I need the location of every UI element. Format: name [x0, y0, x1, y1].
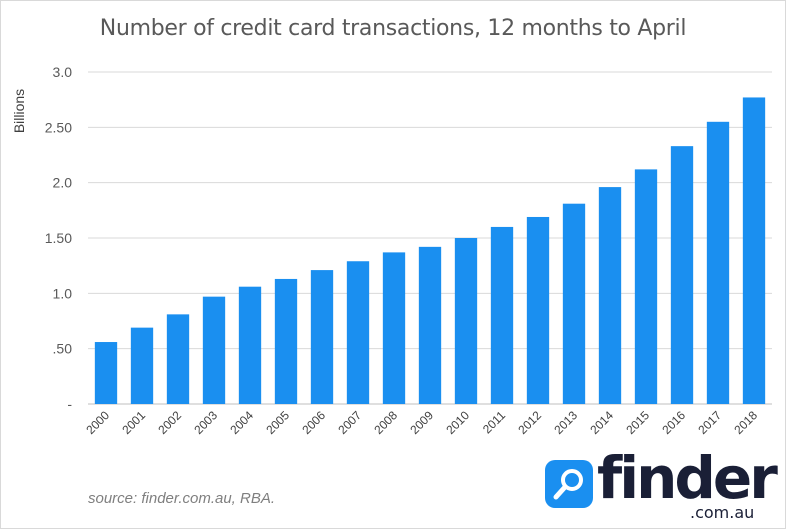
finder-logo: finder .com.au [545, 444, 780, 524]
bar [742, 97, 766, 404]
bar [418, 246, 442, 404]
y-tick-label: 2.50 [45, 119, 72, 135]
x-tick-label: 2008 [371, 408, 400, 437]
x-tick-label: 2017 [695, 408, 724, 437]
logo-wordmark: finder [597, 444, 778, 512]
bar [454, 238, 478, 404]
x-tick-label: 2009 [407, 408, 436, 437]
bar [310, 270, 334, 404]
bar [634, 169, 658, 404]
x-axis-tick-labels: 2000 2001 2002 2003 2004 2005 2006 2007 2008 2009… [83, 408, 760, 437]
bar [346, 261, 370, 404]
y-axis-label: Billions [11, 89, 27, 133]
bar [382, 252, 406, 404]
y-tick-label: - [67, 396, 72, 412]
y-tick-label: .50 [53, 341, 73, 357]
y-tick-label: 1.50 [45, 230, 72, 246]
source-note: source: finder.com.au, RBA. [88, 490, 276, 507]
x-tick-label: 2010 [443, 408, 472, 437]
x-tick-label: 2007 [335, 408, 364, 437]
bar [670, 146, 694, 404]
bar [94, 342, 118, 404]
y-axis-tick-labels: - .50 1.0 1.50 2.0 2.50 3.0 [45, 64, 73, 412]
x-tick-label: 2016 [659, 408, 688, 437]
x-tick-label: 2015 [623, 408, 652, 437]
y-tick-label: 3.0 [53, 64, 73, 80]
bar [526, 216, 550, 404]
bar [706, 121, 730, 405]
x-tick-label: 2001 [119, 408, 148, 437]
x-tick-label: 2012 [515, 408, 544, 437]
x-tick-label: 2003 [191, 408, 220, 437]
bar [202, 296, 226, 404]
bar [238, 286, 262, 404]
x-tick-label: 2005 [263, 408, 292, 437]
x-tick-label: 2011 [480, 408, 508, 436]
x-tick-label: 2004 [227, 408, 256, 437]
y-tick-label: 2.0 [53, 175, 73, 191]
bar [562, 203, 586, 404]
bar [274, 278, 298, 404]
x-tick-label: 2006 [299, 408, 328, 437]
logo-domain: .com.au [690, 503, 755, 522]
bar [490, 226, 514, 404]
magnifier-icon [545, 460, 593, 508]
x-tick-label: 2000 [83, 408, 112, 437]
bars [94, 97, 766, 405]
bar [130, 327, 154, 404]
x-tick-label: 2018 [731, 408, 760, 437]
bar [598, 187, 622, 404]
bar [166, 314, 190, 404]
y-tick-label: 1.0 [53, 285, 73, 301]
x-tick-label: 2014 [587, 408, 616, 437]
x-tick-label: 2002 [155, 408, 184, 437]
chart-title: Number of credit card transactions, 12 m… [99, 16, 687, 41]
x-tick-label: 2013 [551, 408, 580, 437]
